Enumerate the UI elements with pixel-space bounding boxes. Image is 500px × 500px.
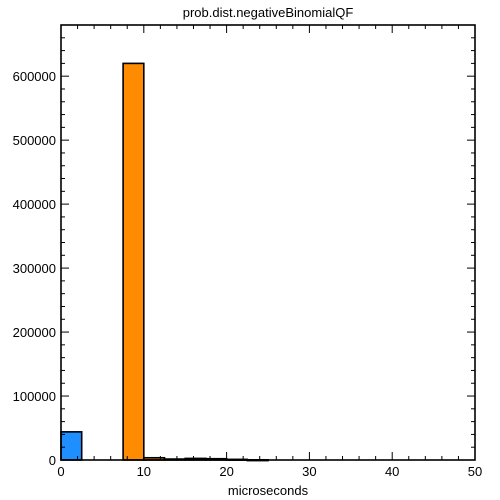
x-axis-label: microseconds [228, 483, 309, 498]
x-tick-label: 20 [219, 464, 233, 479]
y-tick-label: 0 [49, 453, 56, 468]
x-tick-label: 50 [468, 464, 482, 479]
x-tick-label: 10 [137, 464, 151, 479]
ticks-layer: 0 10 20 30 40 50 0 100000 200000 300000 400000 5000… [13, 24, 482, 479]
histogram-bar [60, 431, 83, 461]
histogram-bar [122, 62, 145, 461]
plot-frame [60, 24, 476, 461]
bars-layer [60, 62, 269, 462]
y-tick-label: 400000 [13, 197, 56, 212]
x-tick-label: 30 [302, 464, 316, 479]
y-tick-label: 200000 [13, 325, 56, 340]
x-tick-label: 40 [385, 464, 399, 479]
y-tick-label: 600000 [13, 69, 56, 84]
x-tick-label: 0 [57, 464, 64, 479]
chart-title: prob.dist.negativeBinomialQF [183, 5, 354, 20]
y-tick-label: 100000 [13, 389, 56, 404]
y-tick-label: 300000 [13, 261, 56, 276]
y-tick-label: 500000 [13, 133, 56, 148]
